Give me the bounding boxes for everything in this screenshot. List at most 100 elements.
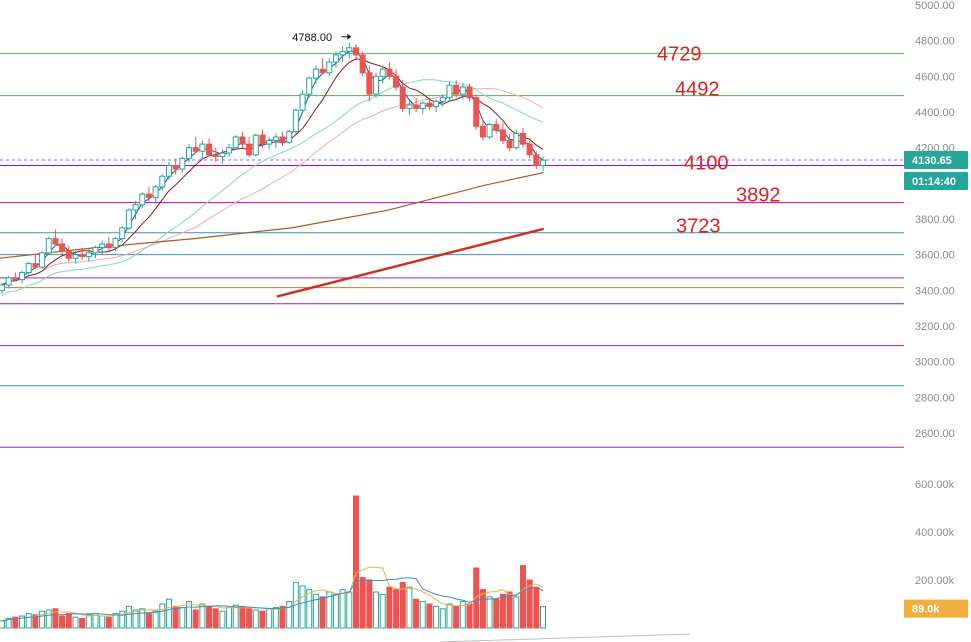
candle[interactable] xyxy=(0,284,5,291)
candle[interactable] xyxy=(45,238,52,254)
volume-bar xyxy=(239,605,246,629)
candle[interactable] xyxy=(65,250,72,259)
candle[interactable] xyxy=(152,186,159,199)
volume-bar xyxy=(259,610,266,629)
candle[interactable] xyxy=(92,247,99,254)
candle[interactable] xyxy=(5,277,12,286)
candle[interactable] xyxy=(326,61,333,74)
candle[interactable] xyxy=(85,252,92,257)
candle[interactable] xyxy=(506,140,513,149)
volume-bar xyxy=(332,593,339,629)
candle[interactable] xyxy=(119,227,126,240)
candle[interactable] xyxy=(112,238,119,249)
candle[interactable] xyxy=(79,254,86,257)
candle[interactable] xyxy=(266,140,273,145)
candle[interactable] xyxy=(186,147,193,159)
candle[interactable] xyxy=(319,68,326,74)
candle[interactable] xyxy=(439,97,446,102)
candle[interactable] xyxy=(246,143,253,156)
volume-bar xyxy=(279,605,286,629)
candle[interactable] xyxy=(199,143,206,152)
candle[interactable] xyxy=(299,93,306,111)
candle[interactable] xyxy=(366,72,373,95)
candle[interactable] xyxy=(379,68,386,77)
candle[interactable] xyxy=(172,165,179,170)
candle[interactable] xyxy=(32,263,39,268)
candle[interactable] xyxy=(332,54,339,63)
volume-bar xyxy=(226,607,233,629)
candle[interactable] xyxy=(393,75,400,88)
volume-bar xyxy=(32,614,39,629)
candle[interactable] xyxy=(479,125,486,138)
candle[interactable] xyxy=(165,165,172,177)
candle[interactable] xyxy=(406,104,413,109)
candle[interactable] xyxy=(139,193,146,206)
volume-bar xyxy=(366,579,373,629)
candle[interactable] xyxy=(352,47,359,56)
candle[interactable] xyxy=(226,147,233,154)
candle[interactable] xyxy=(145,193,152,199)
ma-darkred-line xyxy=(1,58,544,286)
candle[interactable] xyxy=(219,152,226,158)
candle[interactable] xyxy=(132,204,139,211)
candle[interactable] xyxy=(99,243,106,249)
volume-bar xyxy=(125,605,132,629)
candle[interactable] xyxy=(526,143,533,156)
candle[interactable] xyxy=(453,84,460,95)
volume-bar xyxy=(139,608,146,629)
candle[interactable] xyxy=(373,75,380,95)
candle[interactable] xyxy=(212,154,219,158)
candle[interactable] xyxy=(473,97,480,127)
candle[interactable] xyxy=(206,143,213,156)
ma-cyan-line xyxy=(1,79,544,297)
candle[interactable] xyxy=(259,134,266,145)
candle[interactable] xyxy=(433,100,440,108)
candle[interactable] xyxy=(386,68,393,77)
candle[interactable] xyxy=(339,50,346,56)
candle[interactable] xyxy=(232,136,239,149)
candle[interactable] xyxy=(493,123,500,131)
volume-bar xyxy=(339,589,346,629)
candle[interactable] xyxy=(419,102,426,109)
candle[interactable] xyxy=(513,132,520,149)
volume-bar xyxy=(306,589,313,629)
candle[interactable] xyxy=(292,109,299,133)
candle[interactable] xyxy=(272,136,279,142)
volume-bar xyxy=(373,591,380,629)
candle[interactable] xyxy=(72,254,79,259)
candle[interactable] xyxy=(486,123,493,138)
candle[interactable] xyxy=(159,175,166,188)
trendline[interactable] xyxy=(276,227,545,298)
candle[interactable] xyxy=(533,154,540,167)
candle[interactable] xyxy=(540,159,546,166)
current-volume-tag-box xyxy=(904,599,968,618)
candle[interactable] xyxy=(399,86,406,109)
candle[interactable] xyxy=(466,86,473,99)
candle[interactable] xyxy=(125,209,132,229)
candle[interactable] xyxy=(519,132,526,145)
candle[interactable] xyxy=(359,54,366,74)
candle[interactable] xyxy=(25,263,32,274)
candle[interactable] xyxy=(19,272,26,281)
candle[interactable] xyxy=(239,136,246,145)
candle[interactable] xyxy=(426,102,433,108)
candle[interactable] xyxy=(499,129,506,142)
candle[interactable] xyxy=(346,47,353,52)
candle[interactable] xyxy=(312,68,319,79)
candle[interactable] xyxy=(192,147,199,152)
candle[interactable] xyxy=(105,243,112,249)
candle[interactable] xyxy=(446,84,453,99)
candle[interactable] xyxy=(413,104,420,109)
candle[interactable] xyxy=(459,86,466,95)
candle[interactable] xyxy=(279,136,286,143)
volume-bar xyxy=(513,596,520,629)
candle[interactable] xyxy=(52,238,59,245)
candle[interactable] xyxy=(59,243,66,252)
candle[interactable] xyxy=(252,134,259,156)
candle[interactable] xyxy=(12,277,19,281)
candle[interactable] xyxy=(286,131,293,143)
candle[interactable] xyxy=(306,77,313,95)
candle[interactable] xyxy=(179,157,186,170)
candle[interactable] xyxy=(39,252,46,268)
